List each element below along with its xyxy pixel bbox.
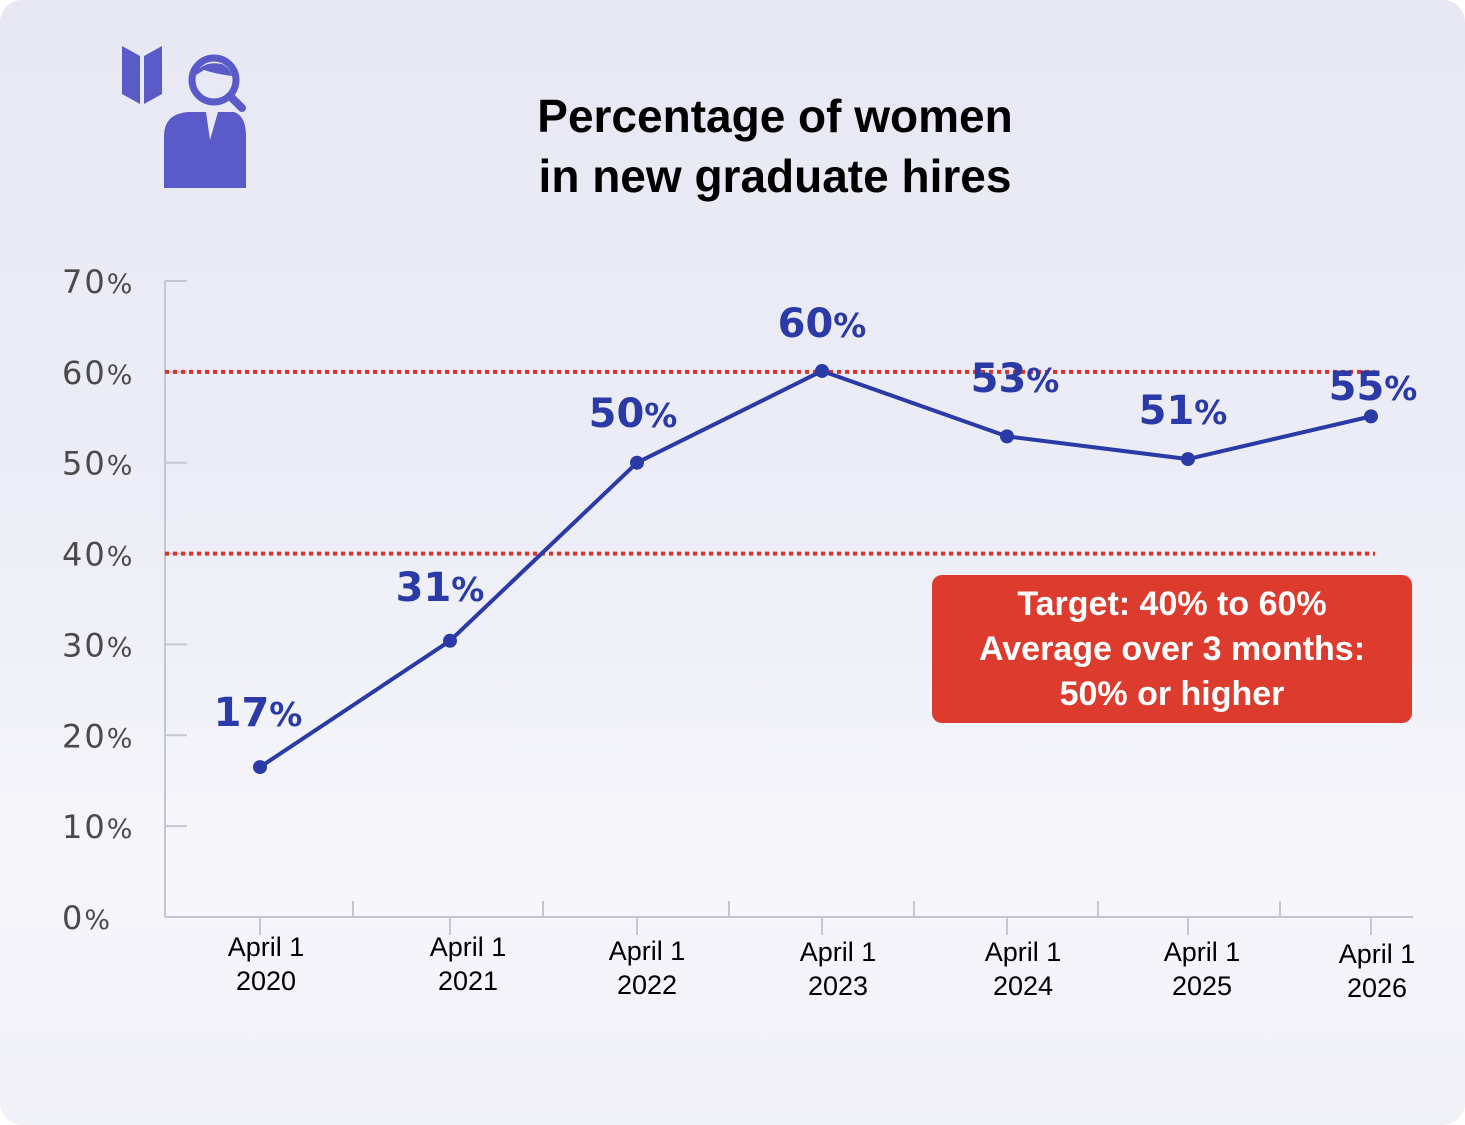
data-label: 17% <box>214 690 303 736</box>
data-point <box>630 455 644 470</box>
x-tick-label: April 1 2022 <box>609 936 686 1000</box>
target-annotation-line-2: Average over 3 months: <box>978 629 1366 668</box>
x-tick-label: April 1 2026 <box>1339 939 1416 1003</box>
chart-title-line-2: in new graduate hires <box>538 150 1012 202</box>
chart-title: Percentage of women in new graduate hire… <box>300 86 1250 206</box>
x-tick-label: April 1 2024 <box>985 937 1062 1001</box>
x-tick-label: April 1 2020 <box>228 932 305 996</box>
y-tick-label: 40% <box>62 536 134 574</box>
x-tick-label: April 1 2023 <box>800 937 877 1001</box>
y-tick-label: 20% <box>62 717 134 755</box>
chart-title-line-1: Percentage of women <box>537 90 1013 142</box>
target-annotation-box: Target: 40% to 60% Average over 3 months… <box>932 575 1412 723</box>
y-tick-label: 50% <box>62 445 134 483</box>
y-tick-label: 30% <box>62 626 134 664</box>
x-tick-label: April 1 2025 <box>1164 937 1241 1001</box>
data-point <box>815 363 829 378</box>
y-tick-label: 70% <box>62 263 134 301</box>
data-label: 50% <box>589 391 678 437</box>
data-label: 53% <box>971 356 1060 402</box>
y-tick-label: 10% <box>62 808 134 846</box>
data-point <box>1181 452 1195 467</box>
x-tick-label: April 1 2021 <box>430 932 507 996</box>
data-label: 31% <box>396 565 485 611</box>
data-label: 51% <box>1139 388 1228 434</box>
data-label: 60% <box>778 301 867 347</box>
data-point <box>253 760 267 775</box>
data-point <box>1364 409 1378 424</box>
target-annotation-line-3: 50% or higher <box>1059 674 1285 713</box>
y-tick-label: 60% <box>62 354 134 392</box>
target-annotation-line-1: Target: 40% to 60% <box>1017 584 1327 623</box>
data-label: 55% <box>1329 364 1418 410</box>
y-tick-label: 0% <box>62 899 112 937</box>
data-point <box>1000 429 1014 444</box>
data-point <box>443 633 457 648</box>
beginner-mark-and-woman-search-icon <box>118 40 258 190</box>
